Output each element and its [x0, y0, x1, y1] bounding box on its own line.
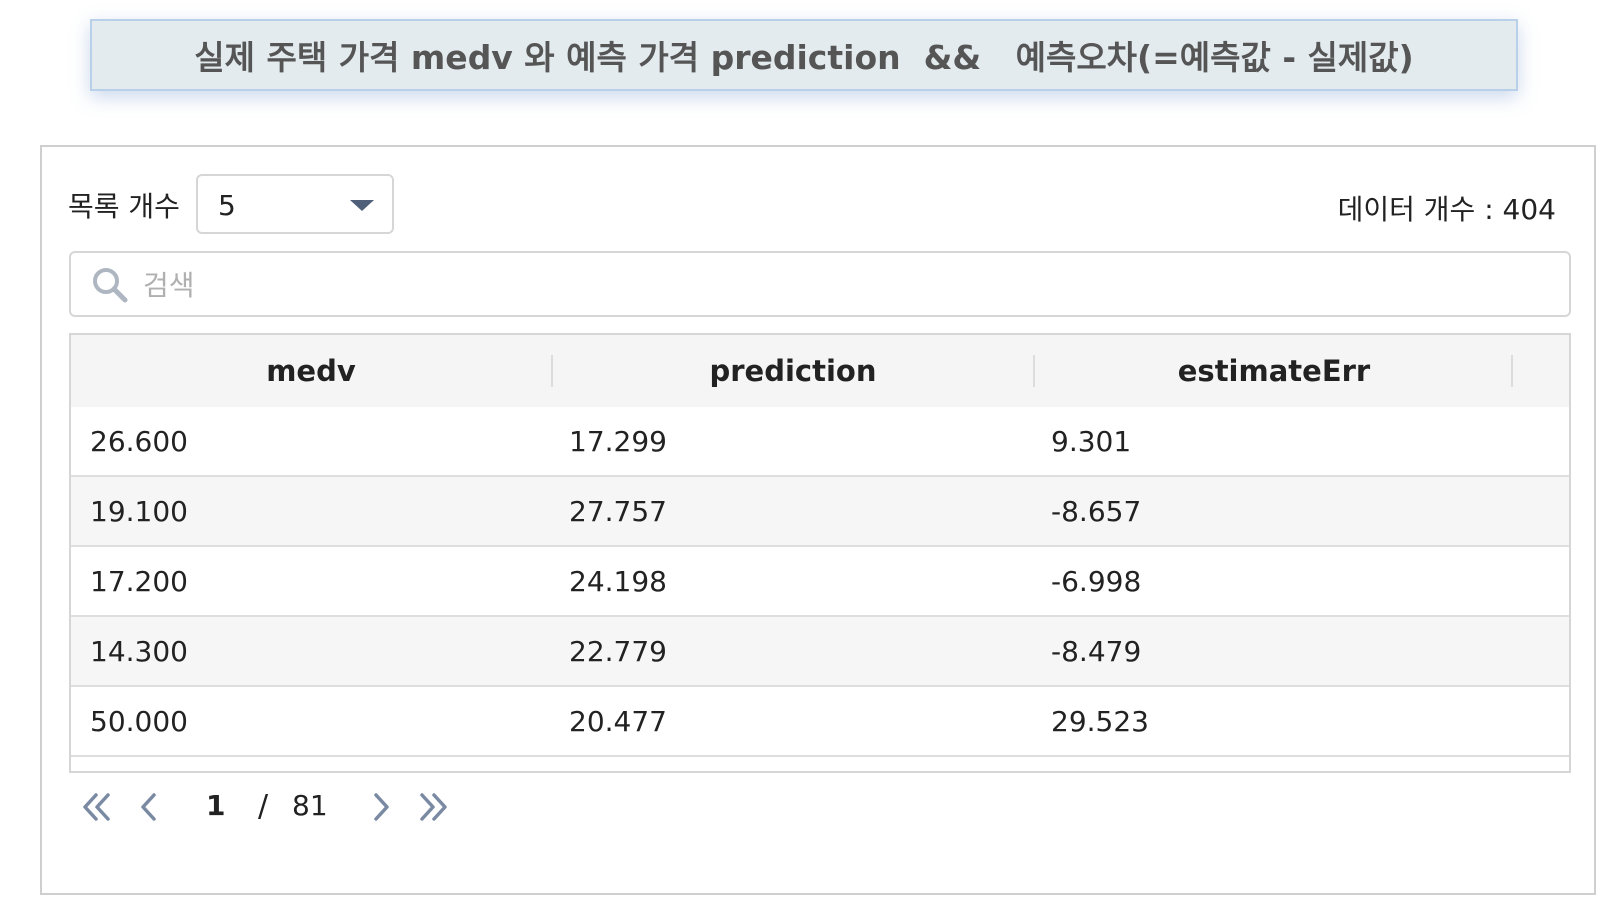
page-size-label: 목록 개수 — [68, 190, 180, 223]
cell-medv: 26.600 — [90, 425, 188, 458]
cell-estimateerr: 29.523 — [1051, 705, 1149, 738]
chevron-left-icon — [141, 793, 156, 821]
cell-medv: 14.300 — [90, 635, 188, 668]
data-grid: medv prediction estimateErr 26.600 17.29… — [69, 333, 1571, 773]
cell-prediction: 24.198 — [569, 565, 667, 598]
column-resize-handle[interactable] — [1511, 355, 1513, 387]
cell-estimateerr: 9.301 — [1051, 425, 1132, 458]
table-row[interactable]: 14.300 22.779 -8.479 — [71, 617, 1569, 687]
search-box[interactable] — [69, 251, 1571, 317]
cell-medv: 50.000 — [90, 705, 188, 738]
chevron-down-icon — [350, 200, 374, 211]
table-row[interactable]: 50.000 20.477 29.523 — [71, 687, 1569, 757]
column-resize-handle[interactable] — [1033, 355, 1035, 387]
table-row[interactable]: 26.600 17.299 9.301 — [71, 407, 1569, 477]
page-title: 실제 주택 가격 medv 와 예측 가격 prediction && 예측오차… — [194, 38, 1414, 77]
cell-estimateerr: -6.998 — [1051, 565, 1142, 598]
cell-prediction: 22.779 — [569, 635, 667, 668]
chevron-right-icon — [374, 793, 389, 821]
current-page: 1 — [206, 789, 226, 822]
first-page-button[interactable] — [78, 787, 118, 827]
data-count: 데이터 개수 : 404 — [1337, 193, 1556, 226]
search-icon — [93, 268, 128, 303]
table-row[interactable]: 19.100 27.757 -8.657 — [71, 477, 1569, 547]
cell-estimateerr: -8.657 — [1051, 495, 1142, 528]
page-separator: / — [258, 789, 269, 824]
cell-prediction: 27.757 — [569, 495, 667, 528]
cell-prediction: 17.299 — [569, 425, 667, 458]
title-banner: 실제 주택 가격 medv 와 예측 가격 prediction && 예측오차… — [90, 19, 1518, 91]
column-header-estimateerr[interactable]: estimateErr — [1177, 354, 1371, 388]
column-header-medv[interactable]: medv — [266, 354, 356, 388]
grid-panel: 목록 개수 5 데이터 개수 : 404 medv prediction est… — [40, 145, 1596, 895]
table-row[interactable]: 17.200 24.198 -6.998 — [71, 547, 1569, 617]
cell-medv: 17.200 — [90, 565, 188, 598]
search-input[interactable] — [141, 261, 1545, 309]
column-header-prediction[interactable]: prediction — [709, 354, 877, 388]
previous-page-button[interactable] — [130, 787, 170, 827]
double-chevron-right-icon — [420, 793, 447, 821]
page-size-select[interactable]: 5 — [196, 174, 394, 234]
total-pages: 81 — [292, 789, 328, 822]
next-page-button[interactable] — [360, 787, 400, 827]
cell-estimateerr: -8.479 — [1051, 635, 1142, 668]
cell-medv: 19.100 — [90, 495, 188, 528]
cell-prediction: 20.477 — [569, 705, 667, 738]
last-page-button[interactable] — [412, 787, 452, 827]
page-size-value: 5 — [218, 189, 236, 222]
double-chevron-left-icon — [83, 793, 110, 821]
column-resize-handle[interactable] — [551, 355, 553, 387]
grid-header: medv prediction estimateErr — [71, 335, 1569, 409]
